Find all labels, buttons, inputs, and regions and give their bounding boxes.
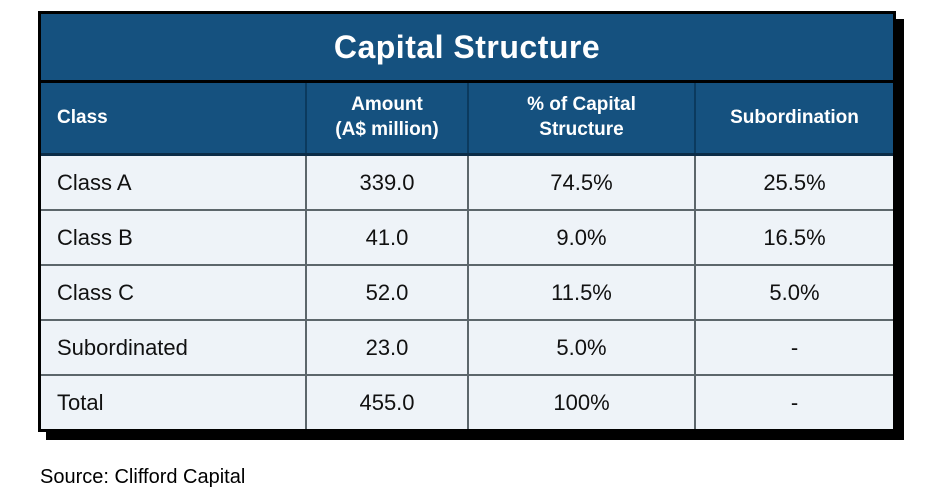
cell-class: Total [41,374,306,429]
column-header-amount: Amount (A$ million) [305,81,468,156]
cell-pct: 74.5% [467,154,695,210]
cell-class: Subordinated [41,319,306,375]
title-row: Capital Structure [41,14,894,83]
column-header-subordination: Subordination [693,81,894,156]
cell-pct: 9.0% [467,209,695,265]
cell-amount: 455.0 [305,374,468,429]
cell-class: Class C [41,264,306,320]
cell-sub: 16.5% [693,209,894,265]
table-row-total: Total 455.0 100% - [41,374,894,429]
table-row-class-c: Class C 52.0 11.5% 5.0% [41,264,894,320]
table-title: Capital Structure [41,14,894,83]
column-header-class: Class [41,81,306,156]
column-header-pct-of-capital: % of Capital Structure [467,81,695,156]
cell-class: Class B [41,209,306,265]
cell-pct: 5.0% [467,319,695,375]
capital-structure-table: Capital Structure Class Amount (A$ milli… [38,11,896,432]
cell-pct: 100% [467,374,695,429]
table-row-class-a: Class A 339.0 74.5% 25.5% [41,154,894,210]
cell-pct: 11.5% [467,264,695,320]
cell-sub: 5.0% [693,264,894,320]
cell-amount: 339.0 [305,154,468,210]
header-row: Class Amount (A$ million) % of Capital S… [41,81,894,156]
cell-amount: 41.0 [305,209,468,265]
cell-class: Class A [41,154,306,210]
cell-amount: 23.0 [305,319,468,375]
table-row-subordinated: Subordinated 23.0 5.0% - [41,319,894,375]
cell-sub: 25.5% [693,154,894,210]
data-table: Capital Structure Class Amount (A$ milli… [41,14,894,429]
cell-amount: 52.0 [305,264,468,320]
cell-sub: - [693,319,894,375]
source-note: Source: Clifford Capital [40,466,246,488]
table-row-class-b: Class B 41.0 9.0% 16.5% [41,209,894,265]
cell-sub: - [693,374,894,429]
